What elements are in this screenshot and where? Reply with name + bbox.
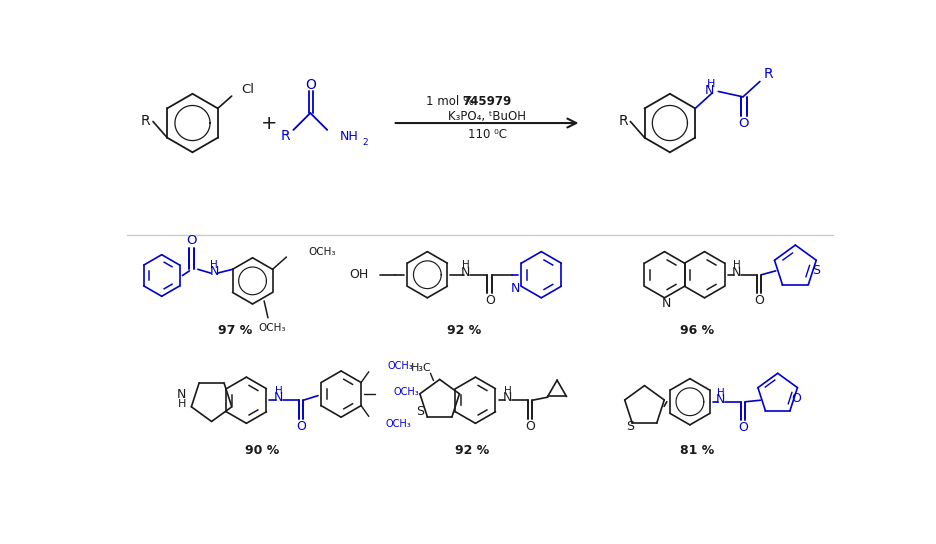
Text: 96 %: 96 % xyxy=(680,324,714,337)
Text: O: O xyxy=(525,420,535,433)
Text: N: N xyxy=(511,282,520,295)
Text: N: N xyxy=(177,387,186,400)
Text: O: O xyxy=(739,422,748,435)
Text: O: O xyxy=(792,392,801,405)
Text: K₃PO₄, ᵗBuOH: K₃PO₄, ᵗBuOH xyxy=(448,110,526,123)
Text: OCH₃: OCH₃ xyxy=(308,248,335,257)
Text: H: H xyxy=(733,261,740,270)
Text: 81 %: 81 % xyxy=(680,444,714,457)
Text: N: N xyxy=(273,392,283,404)
Text: H: H xyxy=(504,386,512,396)
Text: N: N xyxy=(503,392,512,404)
Text: S: S xyxy=(626,419,635,432)
Text: OCH₃: OCH₃ xyxy=(258,323,285,333)
Text: H: H xyxy=(211,261,218,270)
Text: R: R xyxy=(619,114,628,128)
Text: O: O xyxy=(485,294,494,307)
Text: H: H xyxy=(717,387,724,398)
Text: +: + xyxy=(261,114,278,133)
Text: H: H xyxy=(178,399,186,409)
Text: O: O xyxy=(306,78,316,91)
Text: N: N xyxy=(662,298,671,311)
Text: OCH₃: OCH₃ xyxy=(388,361,413,370)
Text: 92 %: 92 % xyxy=(447,324,481,337)
Text: R: R xyxy=(281,129,290,143)
Text: O: O xyxy=(754,294,764,307)
Text: S: S xyxy=(416,405,424,418)
Text: N: N xyxy=(715,393,724,406)
Text: R: R xyxy=(764,67,773,81)
Text: 1 mol %: 1 mol % xyxy=(426,95,477,108)
Text: N: N xyxy=(705,84,714,97)
Text: H: H xyxy=(275,386,283,396)
Text: NH: NH xyxy=(340,129,358,143)
Text: 97 %: 97 % xyxy=(218,324,252,337)
Text: 110 ⁰C: 110 ⁰C xyxy=(467,128,506,141)
Text: 745979: 745979 xyxy=(462,95,512,108)
Text: Cl: Cl xyxy=(241,83,254,96)
Text: N: N xyxy=(211,265,220,278)
Text: O: O xyxy=(739,118,749,131)
Text: S: S xyxy=(812,264,821,277)
Text: O: O xyxy=(186,233,197,246)
Text: 90 %: 90 % xyxy=(244,444,279,457)
Text: O: O xyxy=(296,420,306,433)
Text: H₃C: H₃C xyxy=(411,363,431,373)
Text: R: R xyxy=(140,114,151,128)
Text: 2: 2 xyxy=(362,138,368,147)
Text: N: N xyxy=(731,266,740,279)
Text: 92 %: 92 % xyxy=(455,444,490,457)
Text: OCH₃: OCH₃ xyxy=(393,387,419,397)
Text: H: H xyxy=(707,79,715,89)
Text: OCH₃: OCH₃ xyxy=(386,419,412,429)
Text: N: N xyxy=(461,266,470,279)
Text: OH: OH xyxy=(349,268,369,281)
Text: H: H xyxy=(462,261,470,270)
